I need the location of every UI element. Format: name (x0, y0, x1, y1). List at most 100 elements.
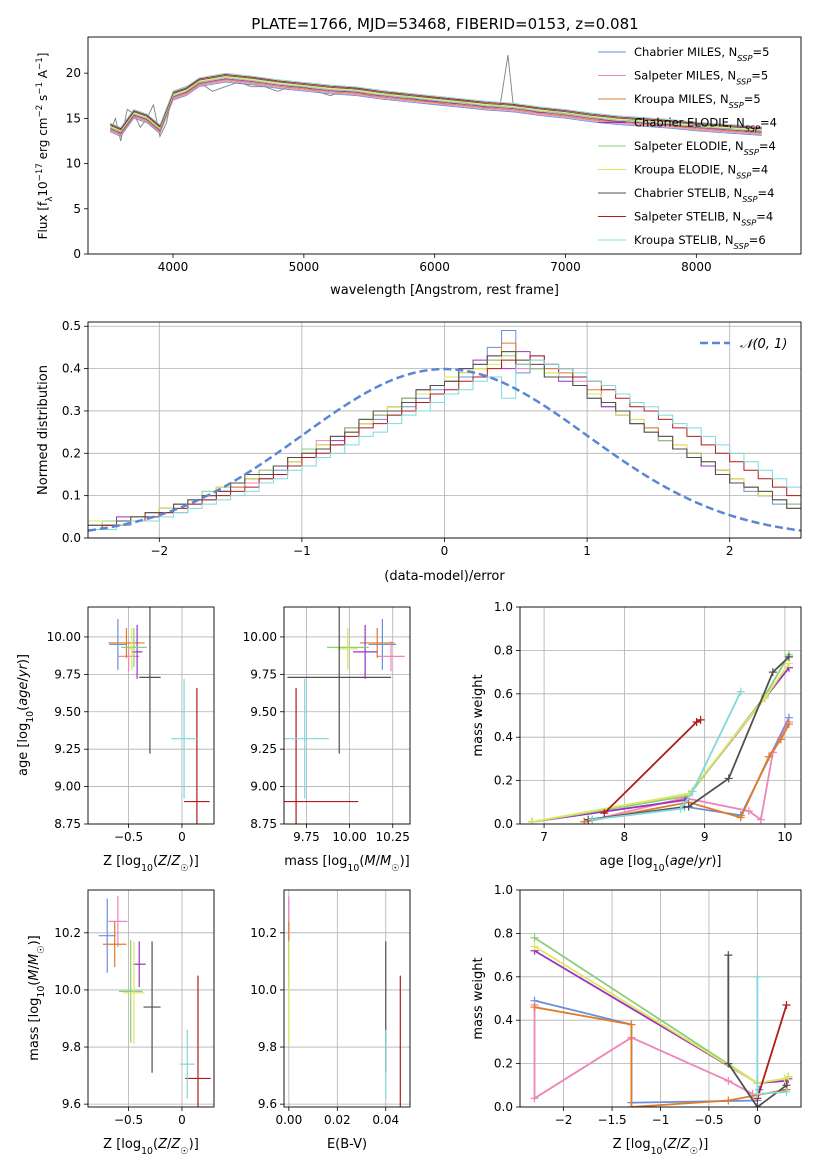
weight-line (592, 691, 742, 821)
x-tick-label: −1.5 (597, 1113, 626, 1127)
panel-mass-vs-z: −0.5 0 9.6 9.8 10.0 10.2 Z [log10(Z/Z☉)] mass [… (27, 889, 215, 1157)
y-tick-label: 0.4 (62, 362, 81, 376)
weight-line (534, 949, 789, 1085)
histogram-kroupa-elodie (88, 351, 801, 526)
legend-label: Salpeter ELODIE, NSSP=4 (634, 139, 776, 157)
y-tick-label: 20 (66, 66, 81, 80)
x-axis-label: E(B-V) (327, 1137, 367, 1152)
x-axis-label: wavelength [Angstrom, rest frame] (330, 283, 559, 298)
weight-marker (696, 715, 705, 724)
y-tick-label: 0.2 (494, 774, 513, 788)
normal-reference-curve (88, 367, 801, 532)
y-axis-label: Flux [fλ10−17 erg cm−2 s−1 A−1] (35, 53, 55, 240)
x-tick-label: 10.00 (332, 830, 366, 844)
y-tick-label: 8.75 (250, 817, 277, 831)
plot-area-mass-vs-ebv (288, 895, 401, 1107)
weight-series-kroupa-stelib (753, 972, 791, 1098)
panel-mass-vs-ebv: 0.00 0.02 0.04 9.6 9.8 10.0 10.2 E(B-V) (250, 889, 411, 1152)
y-tick-label: 10 (66, 157, 81, 171)
errorbar-point (185, 975, 211, 1107)
errorbar-point (284, 687, 359, 824)
x-tick-label: −0.5 (694, 1113, 723, 1127)
panel-spectrum: 4000 5000 6000 7000 8000 0 5 10 15 20 wavelength [… (35, 36, 802, 298)
weight-marker (627, 1020, 636, 1029)
weight-marker (724, 774, 733, 783)
errorbar-point (109, 618, 127, 670)
errorbar-point (377, 641, 405, 672)
errorbar-point (123, 941, 145, 1045)
y-axis-label: mass weight (471, 957, 486, 1039)
errorbar-point (171, 678, 197, 799)
x-tick-label: 9 (701, 830, 709, 844)
errorbar-point (108, 895, 128, 948)
y-tick-label: 15 (66, 111, 81, 125)
x-tick-label: 10 (777, 830, 792, 844)
y-tick-label: 10.2 (54, 926, 81, 940)
x-tick-label: 0.04 (372, 1113, 399, 1127)
weight-marker (724, 1059, 733, 1068)
legend-label: Chabrier ELODIE, NSSP=4 (634, 116, 777, 134)
weight-marker (530, 1003, 539, 1012)
weight-line (756, 976, 787, 1095)
x-tick-label: −1 (652, 1113, 670, 1127)
weight-marker (784, 720, 793, 729)
x-tick-label: −1 (293, 544, 311, 558)
weight-series-chabrier-stelib (584, 652, 793, 824)
y-tick-label: 9.00 (54, 780, 81, 794)
x-tick-label: 0.00 (275, 1113, 302, 1127)
axes-frame (283, 889, 411, 1108)
plot-area-age-vs-z (108, 607, 210, 824)
errorbar-point (179, 1029, 195, 1099)
weight-marker (776, 735, 785, 744)
x-tick-label: 7000 (550, 260, 581, 274)
y-tick-label: 0.2 (62, 446, 81, 460)
weight-line (533, 1005, 753, 1100)
legend-label: Chabrier MILES, NSSP=5 (634, 45, 769, 63)
legend-label: Salpeter STELIB, NSSP=4 (634, 210, 773, 228)
y-axis-label: Normed distribution (36, 365, 51, 495)
weight-marker (784, 1072, 793, 1081)
errorbar-point (121, 627, 147, 667)
y-tick-label: 9.50 (54, 705, 81, 719)
x-axis-label: Z [log10(Z/Z☉)] (103, 854, 199, 874)
y-tick-label: 9.00 (250, 780, 277, 794)
y-tick-label: 9.75 (250, 667, 277, 681)
x-axis-label: (data-model)/error (384, 569, 505, 584)
errorbar-point (132, 941, 146, 988)
panel-massweight-vs-z: −2 −1.5 −1 −0.5 0 0.0 0.2 0.4 0.6 0.8 1.0 Z [log10(… (471, 883, 802, 1157)
errorbar-point (287, 607, 392, 754)
plot-area-massweight-vs-z (530, 933, 793, 1107)
y-tick-label: 10.00 (47, 630, 81, 644)
errorbar-point (128, 627, 135, 670)
weight-marker (724, 1096, 733, 1105)
y-tick-label: 0.2 (494, 1057, 513, 1071)
legend-label: Kroupa ELODIE, NSSP=4 (634, 163, 768, 181)
x-tick-label: 0.02 (324, 1113, 351, 1127)
weight-marker (784, 652, 793, 661)
y-axis-label: mass weight (471, 674, 486, 756)
x-tick-label: 1 (583, 544, 591, 558)
weight-marker (676, 804, 685, 813)
weight-series-kroupa-elodie (530, 942, 793, 1088)
x-tick-label: 5000 (289, 260, 320, 274)
y-tick-label: 1.0 (494, 600, 513, 614)
y-tick-label: 0.5 (62, 319, 81, 333)
weight-series-kroupa-miles (580, 720, 793, 824)
weight-series-salpeter-stelib (753, 1001, 791, 1103)
histogram-kroupa-stelib (88, 359, 801, 531)
weight-marker (724, 1076, 733, 1085)
weight-line (534, 945, 789, 1085)
weight-marker (627, 1103, 636, 1107)
y-tick-label: 0.4 (494, 1013, 513, 1027)
legend-label: 𝒩(0, 1) (740, 337, 787, 352)
y-tick-label: 0.6 (494, 970, 513, 984)
y-axis-label: mass [log10(M/M☉)] (27, 935, 47, 1061)
plot-area-spectrum (109, 55, 762, 142)
figure-title: PLATE=1766, MJD=53468, FIBERID=0153, z=0… (251, 15, 638, 33)
y-tick-label: 0.6 (494, 687, 513, 701)
y-tick-label: 10.0 (250, 983, 277, 997)
x-tick-label: 7 (540, 830, 548, 844)
axes-frame (87, 889, 215, 1108)
y-tick-label: 8.75 (54, 817, 81, 831)
